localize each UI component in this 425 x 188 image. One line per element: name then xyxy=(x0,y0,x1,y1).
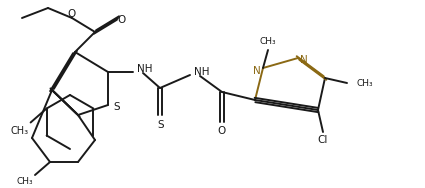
Text: O: O xyxy=(68,9,76,19)
Text: N: N xyxy=(300,55,308,65)
Text: NH: NH xyxy=(194,67,210,77)
Text: N: N xyxy=(253,66,261,76)
Text: S: S xyxy=(113,102,119,112)
Text: NH: NH xyxy=(137,64,153,74)
Text: CH₃: CH₃ xyxy=(11,126,28,136)
Text: S: S xyxy=(158,120,164,130)
Text: CH₃: CH₃ xyxy=(17,177,33,186)
Text: CH₃: CH₃ xyxy=(357,79,374,87)
Text: CH₃: CH₃ xyxy=(260,37,276,46)
Text: Cl: Cl xyxy=(318,135,328,145)
Text: O: O xyxy=(218,126,226,136)
Text: O: O xyxy=(118,15,126,25)
